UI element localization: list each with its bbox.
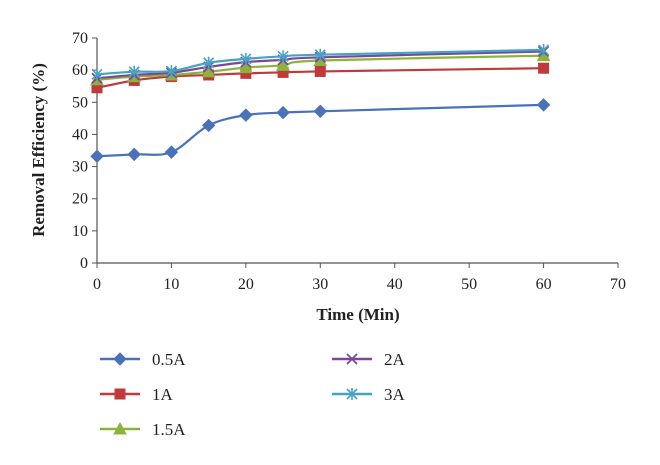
series-3A <box>91 43 550 81</box>
x-tick-label: 30 <box>312 276 328 293</box>
legend-marker <box>114 388 126 400</box>
data-point <box>538 43 550 56</box>
legend-item: 0.5A <box>100 350 186 369</box>
legend-item: 3A <box>332 385 406 404</box>
data-point <box>239 108 253 122</box>
data-point <box>90 149 104 163</box>
legend-marker <box>113 352 127 366</box>
legend-marker <box>346 353 358 365</box>
x-tick-label: 70 <box>610 276 626 293</box>
legend-item: 1.5A <box>100 420 186 439</box>
legend-label: 1.5A <box>152 420 186 439</box>
x-tick-label: 20 <box>238 276 254 293</box>
legend-item: 2A <box>332 350 406 369</box>
data-point <box>165 65 177 78</box>
y-tick-label: 70 <box>72 30 88 47</box>
data-point <box>91 68 103 81</box>
data-point <box>538 62 550 74</box>
y-tick-label: 50 <box>72 94 88 111</box>
data-point <box>314 65 326 77</box>
data-point <box>164 145 179 159</box>
x-tick-label: 50 <box>461 276 477 293</box>
legend-marker <box>113 421 127 435</box>
data-point <box>203 56 215 69</box>
x-axis-title: Time (Min) <box>316 305 399 324</box>
legend-label: 2A <box>384 350 406 369</box>
y-tick-label: 20 <box>72 191 88 208</box>
legend: 0.5A 1A 1.5A 2A 3A <box>100 350 406 439</box>
data-point <box>314 48 326 61</box>
data-point <box>536 98 551 112</box>
data-point <box>276 105 290 120</box>
y-tick-label: 10 <box>72 223 88 240</box>
data-point <box>201 118 216 133</box>
x-tick-label: 0 <box>93 276 101 293</box>
data-point <box>201 64 216 78</box>
y-tick-label: 30 <box>72 159 88 176</box>
legend-label: 1A <box>152 385 174 404</box>
legend-label: 0.5A <box>152 350 186 369</box>
data-point <box>127 147 141 162</box>
data-point <box>239 60 253 74</box>
data-point <box>313 104 327 118</box>
y-tick-label: 0 <box>80 255 88 272</box>
series-1A <box>91 62 550 94</box>
legend-label: 3A <box>384 385 406 404</box>
y-axis-title: Removal Efficiency (%) <box>29 63 48 237</box>
data-point <box>277 50 289 63</box>
series-0-5A <box>90 98 551 163</box>
y-tick-label: 40 <box>72 126 88 143</box>
marker-stroke <box>346 353 358 365</box>
x-tick-label: 40 <box>387 276 403 293</box>
data-point <box>128 65 140 78</box>
legend-marker <box>346 388 358 400</box>
x-tick-label: 60 <box>536 276 552 293</box>
x-tick-label: 10 <box>163 276 179 293</box>
legend-item: 1A <box>100 385 174 404</box>
y-tick-label: 60 <box>72 62 88 79</box>
data-point <box>276 58 290 71</box>
data-point <box>240 52 252 65</box>
plot-area: 0 10 20 30 40 50 60 70 0 10 20 30 40 50 60 70 <box>72 30 626 293</box>
